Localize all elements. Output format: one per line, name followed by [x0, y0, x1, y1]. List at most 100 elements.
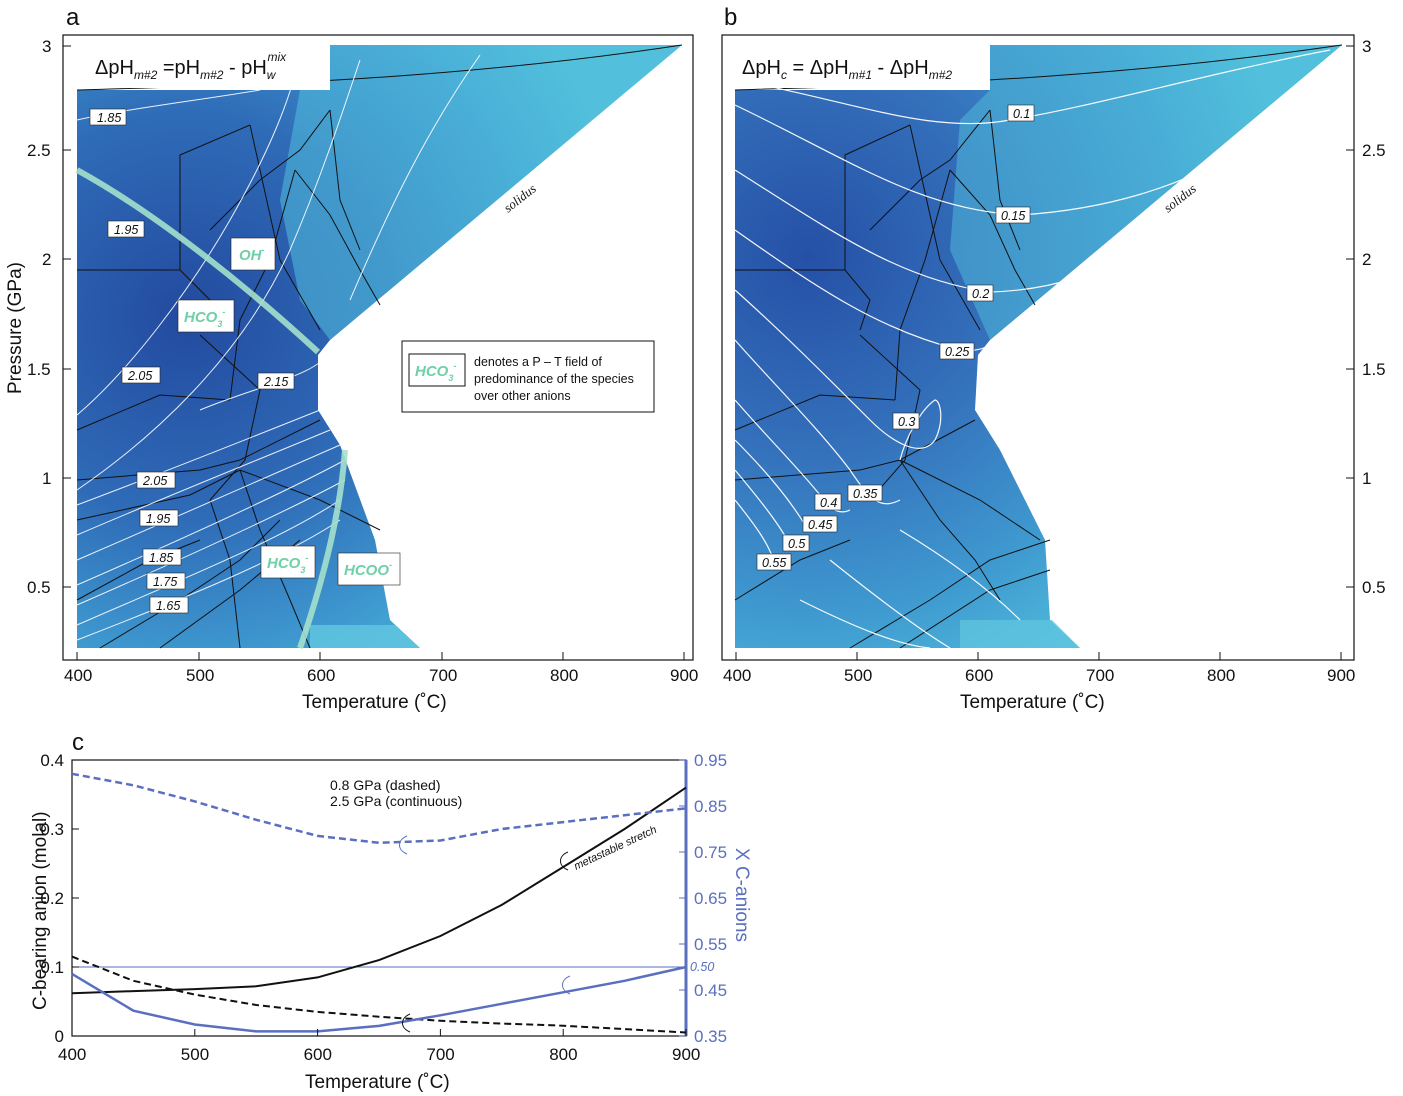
contour-label: 0.35 [853, 487, 877, 501]
y-tick: 0 [55, 1027, 64, 1046]
legend-species-box [408, 353, 466, 387]
y2-tick: 0.95 [694, 751, 727, 770]
species-oh: OH- [239, 245, 265, 264]
contour-label-box [756, 553, 792, 571]
panel-b-letter: b [724, 4, 737, 31]
species-box-oh [230, 237, 276, 271]
contour-label: 1.65 [156, 599, 180, 613]
x-tick: 400 [58, 1045, 86, 1064]
contour-label-box [939, 342, 975, 360]
y-tick: 1 [1362, 469, 1371, 488]
contour-label: 0.45 [808, 518, 832, 532]
x-tick: 800 [549, 1045, 577, 1064]
x-tick: 400 [723, 666, 751, 685]
panel-a-bottom-band [310, 625, 420, 648]
panel-a-y-axis [63, 45, 71, 588]
panel-b-equation: ΔpHc = ΔpHm#1 - ΔpHm#2 [742, 57, 952, 82]
metastable-label: metastable stretch [572, 824, 659, 873]
contour-label: 0.55 [762, 556, 786, 570]
contour-label-box [121, 366, 161, 384]
metastable-marker [562, 975, 571, 995]
panel-b-x-label: Temperature (˚C) [960, 692, 1105, 713]
y2-tick: 0.45 [694, 981, 727, 1000]
panel-a: a [5, 4, 698, 713]
series-line-1 [71, 955, 687, 1034]
contour-label: 0.1 [1013, 107, 1030, 121]
panel-c-note-2: 2.5 GPa (continuous) [330, 793, 462, 809]
contour-label: 0.5 [788, 537, 805, 551]
contour-label: 0.15 [1001, 209, 1025, 223]
panel-c-note-1: 0.8 GPa (dashed) [330, 777, 441, 793]
contour-label: 1.95 [146, 512, 170, 526]
panel-b-bottom-band [960, 620, 1080, 648]
panel-b-contour-labels: 0.1 0.15 0.2 0.25 0.3 0.35 0.4 0.45 0.5 … [756, 104, 1035, 571]
species-hco3-upper: HCO3- [184, 307, 225, 329]
panel-a-isolines [76, 54, 481, 641]
series-line-0 [71, 786, 687, 995]
contour-label-box [146, 572, 186, 590]
y-tick: 2.5 [27, 141, 51, 160]
y-tick: 3 [42, 37, 51, 56]
contour-label-box [892, 412, 920, 430]
panel-c-letter: c [72, 729, 84, 756]
panel-a-field [77, 45, 682, 648]
contour-label-box [89, 108, 127, 126]
panel-c-y-axis: 0 0.1 0.2 0.3 0.4 [40, 751, 79, 1046]
contour-label: 1.95 [114, 223, 138, 237]
contour-label-box [782, 534, 810, 552]
contour-label: 0.25 [945, 345, 969, 359]
species-hcoo: HCOO- [344, 560, 392, 579]
x-tick: 600 [965, 666, 993, 685]
contour-label-box [1007, 104, 1035, 122]
species-hco3-lower: HCO3- [267, 553, 308, 575]
contour-label-box [136, 471, 176, 489]
panel-b-equation-box [736, 42, 990, 88]
y-tick: 1.5 [27, 360, 51, 379]
panel-c-x-axis: 400 500 600 700 800 900 [58, 1029, 700, 1064]
x-tick: 500 [844, 666, 872, 685]
y2-tick: 0.35 [694, 1027, 727, 1046]
contour-label: 2.15 [263, 375, 288, 389]
species-box-hco3-lower [260, 545, 316, 579]
series-line-2 [71, 965, 687, 1033]
x-tick: 900 [672, 1045, 700, 1064]
y-tick: 0.1 [40, 958, 64, 977]
contour-label: 0.4 [820, 496, 837, 510]
x-tick: 600 [304, 1045, 332, 1064]
legend-line-1: denotes a P – T field of [474, 355, 602, 369]
panel-c: c 0.8 GPa (dashed) 2.5 GPa (continuous) … [30, 729, 752, 1093]
panel-a-equation-box [78, 42, 330, 88]
metastable-marker [402, 1013, 411, 1033]
y-tick: 0.2 [40, 889, 64, 908]
panel-a-contour-labels: 1.85 1.95 2.05 2.15 2.05 1.95 1.85 1.75 … [89, 108, 295, 614]
contour-label: 1.85 [97, 111, 121, 125]
series-line-3 [71, 772, 687, 845]
y-tick: 0.3 [40, 820, 64, 839]
y-tick: 0.4 [40, 751, 64, 770]
legend-species: HCO3- [415, 361, 456, 383]
y-tick: 3 [1362, 37, 1371, 56]
panel-b-frame [721, 34, 1355, 661]
panel-c-y2-label: X C-anions [731, 848, 752, 942]
contour-label: 1.85 [149, 551, 173, 565]
contour-label: 1.75 [153, 575, 177, 589]
x-tick: 900 [670, 666, 698, 685]
contour-label-box [139, 509, 179, 527]
panel-a-x-label: Temperature (˚C) [302, 692, 447, 713]
contour-label-box [142, 548, 182, 566]
x-tick: 900 [1327, 666, 1355, 685]
x-tick: 500 [181, 1045, 209, 1064]
panel-c-x-label: Temperature (˚C) [305, 1072, 450, 1093]
contour-label-box [257, 372, 295, 390]
contour-label-box [149, 596, 189, 614]
reference-label: 0.50 [690, 960, 714, 974]
panel-a-hcoo-boundary [297, 449, 348, 649]
x-tick: 800 [1207, 666, 1235, 685]
x-tick: 400 [64, 666, 92, 685]
panel-a-y-label: Pressure (GPa) [5, 262, 26, 394]
y-tick: 1.5 [1362, 360, 1386, 379]
x-tick: 500 [186, 666, 214, 685]
panel-b-y-axis [1346, 45, 1354, 588]
x-tick: 700 [426, 1045, 454, 1064]
